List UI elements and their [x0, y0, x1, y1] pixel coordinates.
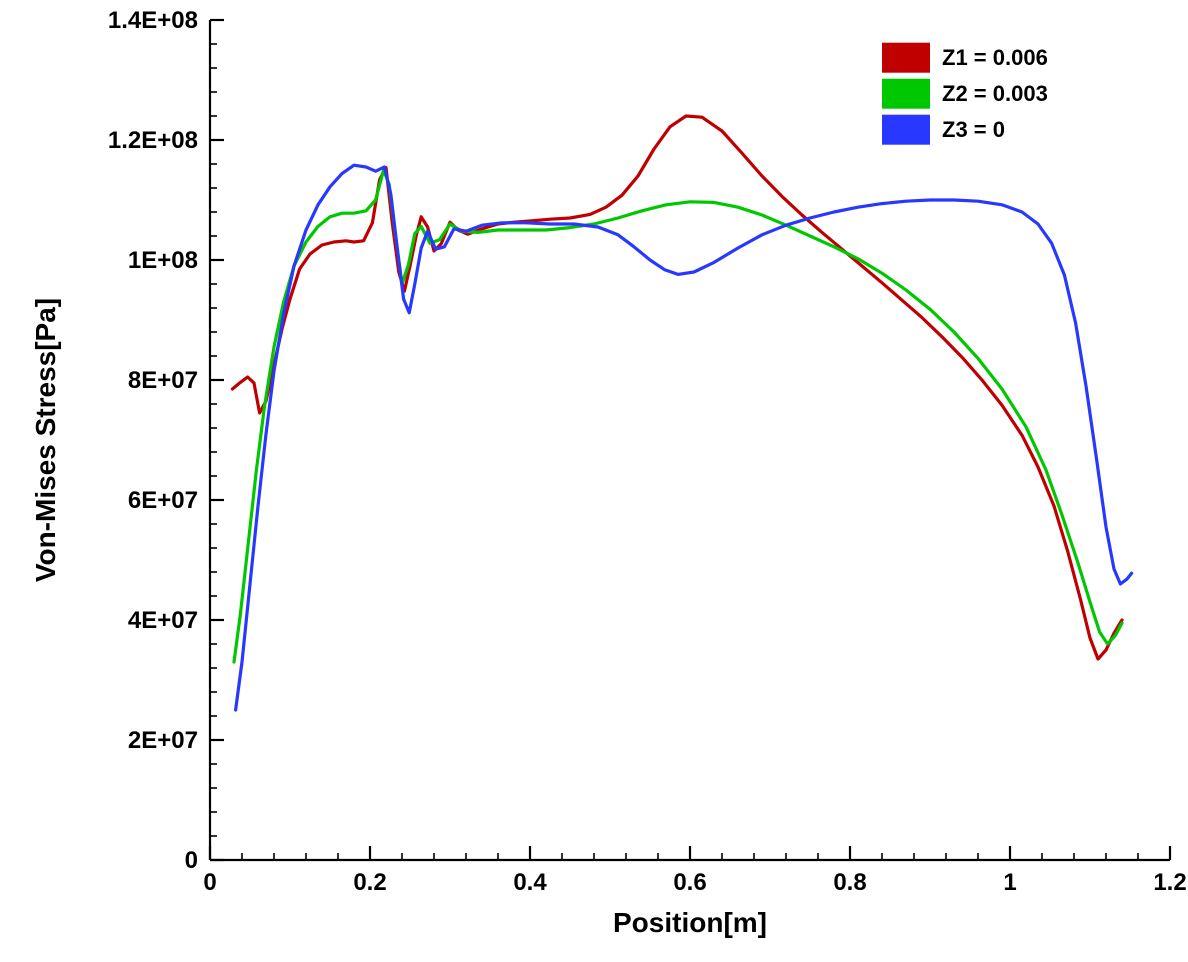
legend-label-z1: Z1 = 0.006 — [942, 45, 1048, 70]
x-tick-label: 1.2 — [1153, 869, 1186, 896]
legend-swatch-z3 — [882, 115, 930, 145]
y-axis-label: Von-Mises Stress[Pa] — [30, 298, 61, 582]
legend-swatch-z1 — [882, 43, 930, 73]
y-tick-label: 1.2E+08 — [108, 127, 198, 154]
x-tick-label: 1 — [1003, 869, 1016, 896]
x-axis-label: Position[m] — [613, 907, 767, 938]
chart-svg: 0 0.2 0.4 0.6 0.8 1 1.2 0 2E+07 4E+07 6E+07 8E+07 1E… — [0, 0, 1188, 962]
stress-chart: 0 0.2 0.4 0.6 0.8 1 1.2 0 2E+07 4E+07 6E+07 8E+07 1E… — [0, 0, 1188, 962]
legend-swatch-z2 — [882, 79, 930, 109]
y-tick-label: 1E+08 — [128, 247, 198, 274]
y-tick-label: 2E+07 — [128, 727, 198, 754]
y-tick-label: 6E+07 — [128, 487, 198, 514]
legend-label-z3: Z3 = 0 — [942, 117, 1005, 142]
x-tick-label: 0.8 — [833, 869, 866, 896]
y-tick-label: 8E+07 — [128, 367, 198, 394]
y-tick-label: 1.4E+08 — [108, 7, 198, 34]
y-tick-label: 4E+07 — [128, 607, 198, 634]
x-tick-label: 0 — [203, 869, 216, 896]
x-tick-label: 0.6 — [673, 869, 706, 896]
x-tick-label: 0.2 — [353, 869, 386, 896]
y-tick-label: 0 — [185, 847, 198, 874]
legend-label-z2: Z2 = 0.003 — [942, 81, 1048, 106]
x-tick-label: 0.4 — [513, 869, 547, 896]
